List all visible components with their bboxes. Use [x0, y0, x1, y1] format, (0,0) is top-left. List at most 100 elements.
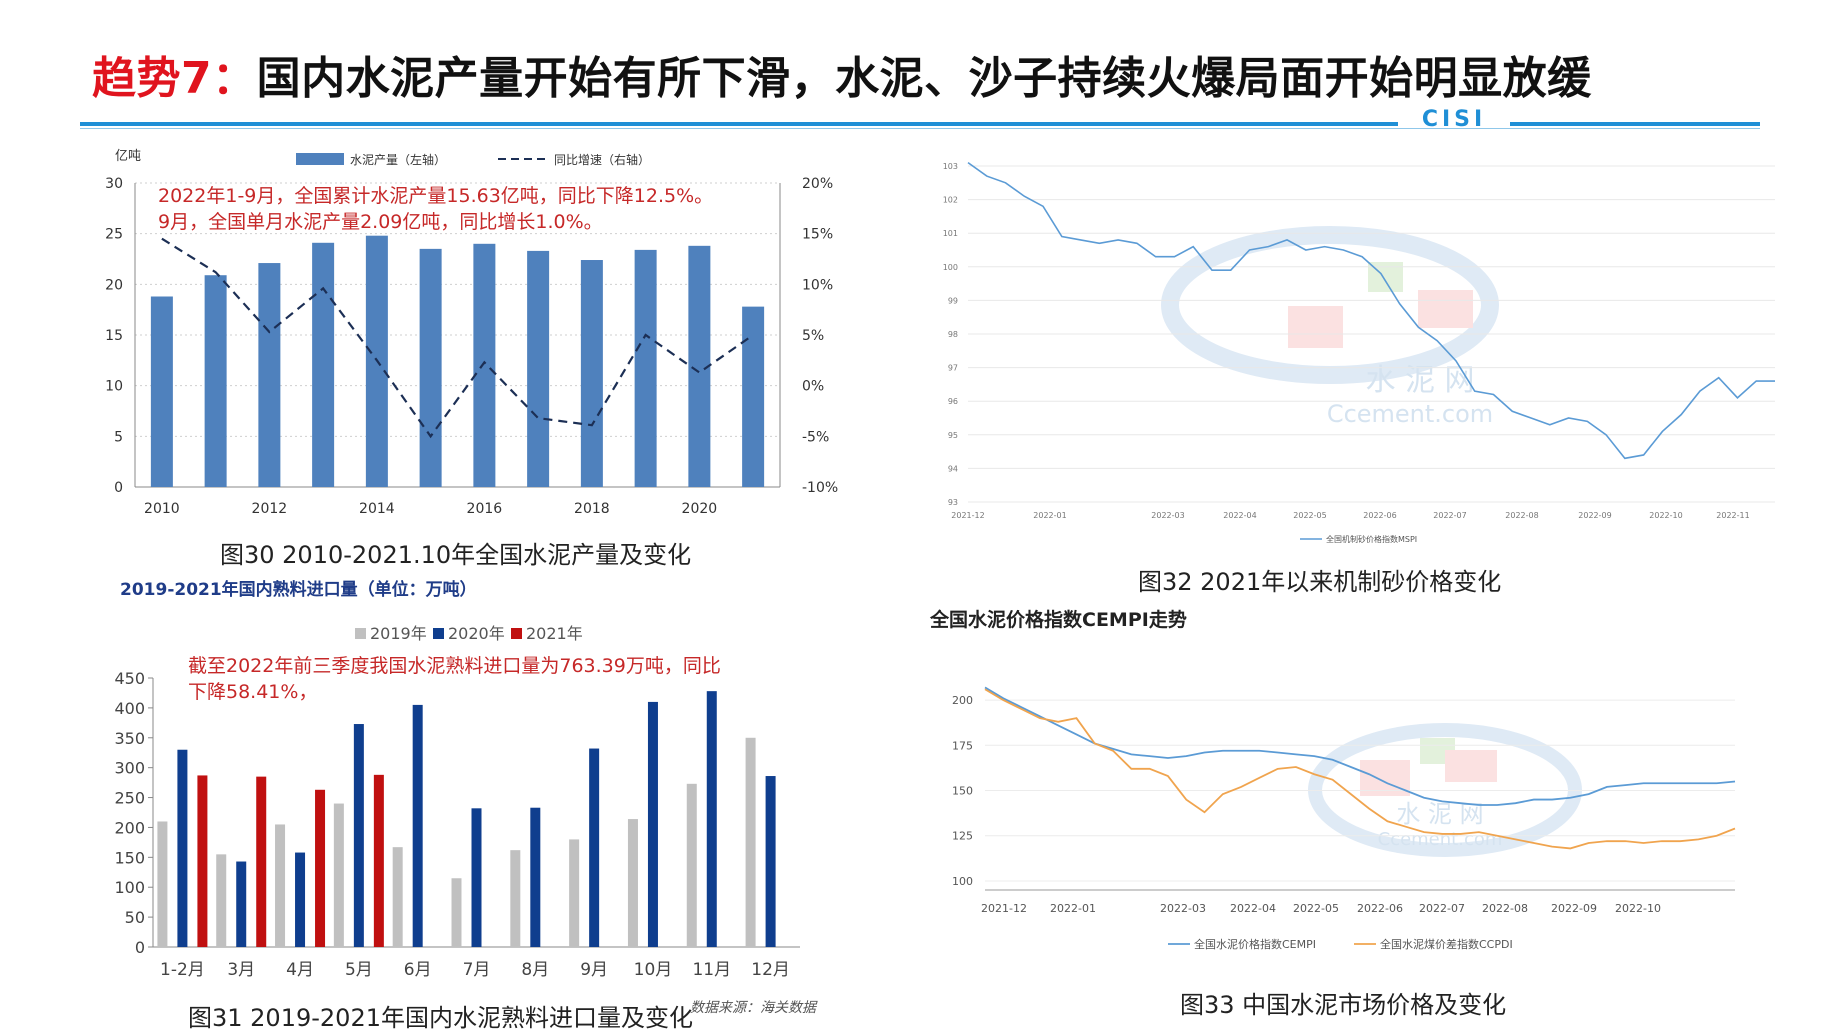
y-tick-label: 200: [952, 694, 973, 707]
bar: [451, 878, 462, 947]
caption-fig33: 图33 中国水泥市场价格及变化: [1180, 991, 1507, 1019]
bar: [569, 839, 580, 947]
y-tick-label: 0: [114, 480, 123, 496]
y-tick-label: 100: [952, 875, 973, 888]
legend-swatch-bar: [296, 153, 344, 165]
title-rule-thin: [80, 128, 1760, 129]
y-tick-label: 200: [114, 818, 145, 837]
y-tick-label: 125: [952, 830, 973, 843]
x-tick-label: 2022-01: [1033, 511, 1066, 520]
bar: [177, 749, 188, 947]
bar: [473, 243, 496, 487]
x-tick-label: 2020: [682, 501, 718, 517]
x-tick-label: 2022-08: [1482, 902, 1528, 915]
bar: [530, 807, 541, 947]
bar: [204, 275, 227, 487]
y-tick-label: 96: [948, 397, 958, 406]
title-text: 国内水泥产量开始有所下滑，水泥、沙子持续火爆局面开始明显放缓: [256, 53, 1592, 104]
x-tick-label: 2016: [467, 501, 503, 517]
legend-swatch: [511, 628, 522, 639]
chart-clinker-import: 2019-2021年国内熟料进口量（单位：万吨） 0 50 100 150 200 250 3…: [114, 579, 818, 1016]
legend-label: 全国水泥价格指数CEMPI: [1194, 937, 1316, 951]
bar: [412, 704, 423, 947]
x-tick-label: 2022-03: [1151, 511, 1184, 520]
x-tick-label: 2021-12: [981, 902, 1027, 915]
watermark-ring: [1308, 723, 1582, 857]
bar: [742, 306, 765, 487]
y-tick-label: 15: [105, 328, 123, 344]
chart-title: 全国水泥价格指数CEMPI走势: [929, 608, 1187, 631]
y-tick-label: 300: [114, 759, 145, 778]
y-tick-label: 400: [114, 699, 145, 718]
x-tick-label: 7月: [463, 960, 491, 980]
y-tick-label: 102: [943, 196, 958, 205]
caption-fig31: 图31 2019-2021年国内水泥熟料进口量及变化: [188, 1004, 693, 1032]
slide-title: 趋势7：国内水泥产量开始有所下滑，水泥、沙子持续火爆局面开始明显放缓: [92, 42, 1592, 106]
y-tick-label: 99: [948, 296, 958, 305]
bar: [315, 789, 326, 947]
y-tick-label: 100: [943, 263, 958, 272]
x-tick-label: 2022-10: [1615, 902, 1661, 915]
x-tick-label: 2014: [359, 501, 395, 517]
title-prefix: 趋势7：: [92, 53, 257, 104]
legend-label: 2020年: [448, 624, 505, 643]
x-tick-label: 2022-09: [1578, 511, 1611, 520]
bar: [312, 242, 335, 487]
watermark-text: 水 泥 网: [1365, 363, 1474, 398]
legend-swatch: [433, 628, 444, 639]
x-tick-label: 2018: [574, 501, 610, 517]
y-tick-label: 100: [114, 878, 145, 897]
legend-label: 2021年: [526, 624, 583, 643]
y-tick-label: 25: [105, 227, 123, 243]
bar: [647, 701, 658, 947]
y-tick-label: 50: [125, 908, 145, 927]
y-tick-label: 93: [948, 498, 958, 507]
bar: [688, 245, 711, 487]
legend-label: 同比增速（右轴）: [554, 152, 650, 167]
bar: [706, 691, 717, 947]
bar: [589, 748, 600, 947]
y2-tick-label: -10%: [802, 480, 838, 496]
bar: [333, 803, 344, 947]
x-tick-label: 2022-09: [1551, 902, 1597, 915]
chart-title: 2019-2021年国内熟料进口量（单位：万吨）: [120, 579, 477, 600]
bar: [627, 819, 638, 947]
x-tick-label: 2010: [144, 501, 180, 517]
y-tick-label: 20: [105, 277, 123, 293]
x-tick-label: 2022-05: [1293, 902, 1339, 915]
bar: [634, 249, 657, 487]
watermark-text: Ccement.com: [1378, 829, 1503, 850]
bar: [765, 776, 776, 947]
watermark-ring: [1161, 226, 1499, 384]
x-tick-label: 2022-06: [1357, 902, 1403, 915]
title-rule: [80, 122, 1760, 126]
annotation-text: 下降58.41%，: [188, 681, 317, 703]
bar: [256, 776, 267, 947]
bar: [527, 250, 550, 487]
y-tick-label: 30: [105, 176, 123, 192]
bar: [236, 861, 247, 947]
watermark-block: [1360, 760, 1410, 796]
ccpdi-line: [984, 688, 1736, 850]
y-tick-label: 10: [105, 379, 123, 395]
x-tick-label: 2022-08: [1505, 511, 1538, 520]
watermark-block: [1445, 750, 1497, 782]
cisi-logo: CISI: [1398, 108, 1510, 128]
y-tick-label: 150: [114, 848, 145, 867]
y-tick-label: 98: [948, 330, 958, 339]
x-tick-label: 2022-01: [1050, 902, 1096, 915]
y2-tick-label: 5%: [802, 328, 824, 344]
y-tick-label: 450: [114, 669, 145, 688]
x-tick-label: 5月: [345, 960, 373, 980]
x-tick-label: 2012: [252, 501, 288, 517]
bar: [197, 775, 208, 947]
data-source: 数据来源：海关数据: [690, 1000, 818, 1016]
y-tick-label: 150: [952, 785, 973, 798]
x-tick-label: 2022-10: [1649, 511, 1682, 520]
legend-label: 全国水泥煤价差指数CCPDI: [1380, 937, 1513, 951]
x-tick-label: 2022-07: [1419, 902, 1465, 915]
watermark-text: Ccement.com: [1327, 400, 1493, 428]
x-tick-label: 3月: [227, 960, 255, 980]
bar: [686, 783, 697, 947]
